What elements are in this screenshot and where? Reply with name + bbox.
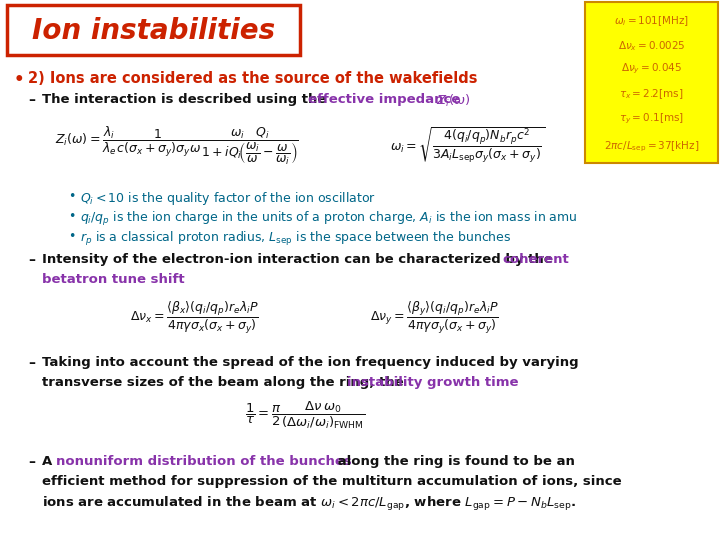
Text: $2\pi c/L_{\mathrm{sep}}=37[\mathrm{kHz}]$: $2\pi c/L_{\mathrm{sep}}=37[\mathrm{kHz}… bbox=[604, 140, 699, 154]
Text: $\Delta\nu_y=0.045$: $\Delta\nu_y=0.045$ bbox=[621, 62, 682, 76]
Text: $\tau_y=0.1[\mathrm{ms}]$: $\tau_y=0.1[\mathrm{ms}]$ bbox=[619, 112, 684, 126]
Text: $q_i/q_p$ is the ion charge in the units of a proton charge, $A_i$ is the ion ma: $q_i/q_p$ is the ion charge in the units… bbox=[80, 210, 577, 228]
Text: betatron tune shift: betatron tune shift bbox=[42, 273, 184, 286]
Text: $Q_i<10$ is the quality factor of the ion oscillator: $Q_i<10$ is the quality factor of the io… bbox=[80, 190, 376, 207]
Text: $Z_i(\omega) = \dfrac{\lambda_i}{\lambda_e}\dfrac{1}{c(\sigma_x+\sigma_y)\sigma_: $Z_i(\omega) = \dfrac{\lambda_i}{\lambda… bbox=[55, 125, 299, 167]
Text: •: • bbox=[68, 190, 76, 203]
Text: •: • bbox=[68, 230, 76, 243]
Text: $\Delta\nu_y = \dfrac{\langle\beta_y\rangle(q_i/q_p)r_e\lambda_i P}{4\pi\gamma\s: $\Delta\nu_y = \dfrac{\langle\beta_y\ran… bbox=[370, 300, 499, 336]
Text: $\Delta\nu_x=0.0025$: $\Delta\nu_x=0.0025$ bbox=[618, 39, 685, 53]
Text: $Z_i(\omega)$: $Z_i(\omega)$ bbox=[436, 93, 471, 109]
Bar bbox=[585, 2, 718, 163]
Text: –: – bbox=[28, 93, 35, 107]
Text: $\dfrac{1}{\tau} = \dfrac{\pi}{2}\dfrac{\Delta\nu\,\omega_0}{(\Delta\omega_i/\om: $\dfrac{1}{\tau} = \dfrac{\pi}{2}\dfrac{… bbox=[245, 400, 365, 431]
Text: –: – bbox=[28, 253, 35, 267]
Text: $\omega_i=101[\mathrm{MHz}]$: $\omega_i=101[\mathrm{MHz}]$ bbox=[614, 14, 689, 28]
Text: $r_p$ is a classical proton radius, $L_{\mathrm{sep}}$ is the space between the : $r_p$ is a classical proton radius, $L_{… bbox=[80, 230, 511, 248]
Text: •: • bbox=[14, 71, 24, 89]
Text: Taking into account the spread of the ion frequency induced by varying: Taking into account the spread of the io… bbox=[42, 356, 579, 369]
Text: along the ring is found to be an: along the ring is found to be an bbox=[333, 455, 575, 468]
Text: efficient method for suppression of the multiturn accumulation of ions, since: efficient method for suppression of the … bbox=[42, 475, 621, 488]
Text: $\tau_x=2.2[\mathrm{ms}]$: $\tau_x=2.2[\mathrm{ms}]$ bbox=[619, 87, 683, 101]
Text: effective impedance: effective impedance bbox=[308, 93, 465, 106]
Text: The interaction is described using the: The interaction is described using the bbox=[42, 93, 331, 106]
Text: Ion instabilities: Ion instabilities bbox=[32, 17, 275, 45]
Text: –: – bbox=[28, 356, 35, 370]
Text: $\Delta\nu_x = \dfrac{\langle\beta_x\rangle(q_i/q_p)r_e\lambda_i P}{4\pi\gamma\s: $\Delta\nu_x = \dfrac{\langle\beta_x\ran… bbox=[130, 300, 258, 336]
Bar bbox=[7, 5, 300, 55]
Text: coherent: coherent bbox=[502, 253, 569, 266]
Text: nonuniform distribution of the bunches: nonuniform distribution of the bunches bbox=[56, 455, 352, 468]
Text: A: A bbox=[42, 455, 57, 468]
Text: 2) Ions are considered as the source of the wakefields: 2) Ions are considered as the source of … bbox=[28, 71, 477, 86]
Text: $\omega_i = \sqrt{\dfrac{4(q_i/q_p)N_b r_p c^2}{3A_i L_{\mathrm{sep}}\sigma_y(\s: $\omega_i = \sqrt{\dfrac{4(q_i/q_p)N_b r… bbox=[390, 125, 545, 164]
Text: transverse sizes of the beam along the ring, the: transverse sizes of the beam along the r… bbox=[42, 376, 408, 389]
Text: •: • bbox=[68, 210, 76, 223]
Text: Intensity of the electron-ion interaction can be characterized by the: Intensity of the electron-ion interactio… bbox=[42, 253, 557, 266]
Text: ions are accumulated in the beam at $\omega_i<2\pi c/L_{\mathrm{gap}}$, where $L: ions are accumulated in the beam at $\om… bbox=[42, 495, 577, 513]
Text: –: – bbox=[28, 455, 35, 469]
Text: instability growth time: instability growth time bbox=[347, 376, 518, 389]
